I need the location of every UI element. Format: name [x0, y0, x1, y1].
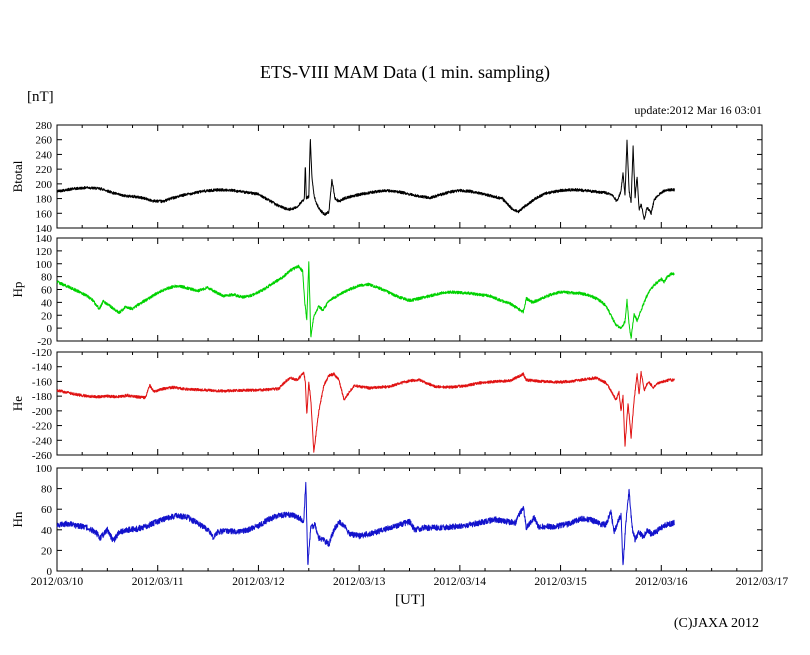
y-tick-label: 20 — [41, 310, 53, 322]
y-tick-label: 80 — [41, 484, 53, 496]
y-tick-label: 120 — [36, 246, 53, 258]
y-tick-label: -240 — [32, 435, 53, 447]
y-tick-label: -120 — [32, 347, 53, 359]
y-tick-label: 40 — [41, 525, 53, 537]
copyright-text: (C)JAXA 2012 — [673, 616, 759, 631]
x-tick-label: 2012/03/17 — [736, 576, 789, 588]
x-tick-label: 2012/03/14 — [434, 576, 487, 588]
x-tick-label: 2012/03/10 — [31, 576, 84, 588]
y-tick-label: 140 — [36, 223, 53, 235]
y-tick-label: 240 — [36, 149, 53, 161]
y-tick-label: 140 — [36, 233, 53, 245]
y-tick-label: -20 — [37, 336, 52, 348]
y-tick-label: 100 — [36, 259, 53, 271]
panel-frame-Btotal — [56, 124, 763, 229]
y-tick-label: 60 — [41, 285, 53, 297]
x-tick-label: 2012/03/11 — [132, 576, 184, 588]
panel-label-Hn: Hn — [10, 511, 25, 527]
y-tick-label: 180 — [36, 194, 53, 206]
panel-label-Btotal: Btotal — [10, 160, 25, 192]
x-tick-label: 2012/03/16 — [635, 576, 688, 588]
series-Btotal — [56, 139, 675, 220]
y-tick-label: -180 — [32, 391, 53, 403]
series-Hn — [56, 481, 675, 566]
y-tick-label: -140 — [32, 362, 53, 374]
y-tick-label: -220 — [32, 421, 53, 433]
y-tick-label: 80 — [41, 272, 53, 284]
y-tick-label: 0 — [47, 323, 53, 335]
y-tick-label: 200 — [36, 179, 53, 191]
series-Hp — [56, 261, 675, 339]
y-tick-label: -160 — [32, 376, 53, 388]
panel-frame-He — [56, 351, 763, 456]
y-tick-label: 60 — [41, 504, 53, 516]
panel-label-He: He — [10, 396, 25, 411]
y-tick-label: 280 — [36, 120, 53, 132]
update-timestamp: update:2012 Mar 16 03:01 — [634, 103, 762, 117]
series-He — [56, 370, 675, 453]
y-tick-label: 20 — [41, 545, 53, 557]
x-tick-label: 2012/03/15 — [534, 576, 587, 588]
x-tick-label: 2012/03/12 — [232, 576, 285, 588]
x-axis-label: [UT] — [395, 592, 425, 608]
y-tick-label: -200 — [32, 406, 53, 418]
y-tick-label: 220 — [36, 164, 53, 176]
y-tick-label: 0 — [47, 566, 53, 578]
x-tick-label: 2012/03/13 — [333, 576, 386, 588]
panel-label-Hp: Hp — [10, 282, 25, 298]
y-unit-label: [nT] — [27, 89, 54, 105]
page-title: ETS-VIII MAM Data (1 min. sampling) — [260, 62, 550, 82]
y-tick-label: 160 — [36, 208, 53, 220]
y-tick-label: 100 — [36, 463, 53, 475]
y-tick-label: -260 — [32, 450, 53, 462]
y-tick-label: 260 — [36, 135, 53, 147]
y-tick-label: 40 — [41, 297, 53, 309]
